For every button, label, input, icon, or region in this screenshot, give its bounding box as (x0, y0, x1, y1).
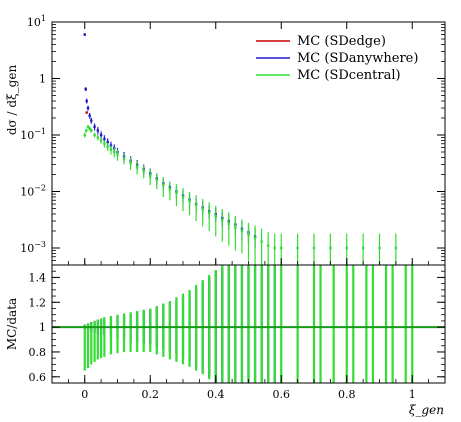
upper-data-point (86, 106, 90, 110)
x-axis-label: ξ_gen (409, 403, 444, 417)
upper-data-point (83, 133, 86, 137)
upper-data-point (90, 119, 93, 122)
lower-y-axis-label: MC/data (5, 298, 19, 350)
upper-data-point (194, 203, 198, 207)
upper-data-point (181, 195, 185, 199)
upper-data-point (142, 169, 145, 173)
upper-data-point (88, 114, 91, 117)
legend-label: MC (SDedge) (297, 34, 386, 49)
x-tick-label: 0.8 (338, 388, 356, 401)
upper-series-2 (83, 125, 398, 265)
upper-data-point (106, 140, 109, 144)
upper-data-point (85, 129, 88, 132)
upper-data-point (273, 246, 276, 250)
upper-data-point (84, 87, 87, 91)
legend-label: MC (SDanywhere) (297, 51, 418, 66)
legend-label: MC (SDcentral) (297, 68, 401, 83)
upper-data-point (168, 187, 172, 191)
upper-data-point (93, 125, 96, 128)
x-tick-label: 0.4 (207, 388, 225, 401)
upper-data-point (260, 240, 263, 243)
upper-data-point (135, 165, 139, 169)
upper-data-point (109, 148, 113, 151)
chart-legend: MC (SDedge) MC (SDanywhere) MC (SDcentral) (256, 34, 418, 83)
upper-data-point (90, 129, 93, 132)
upper-data-point (188, 199, 191, 203)
upper-data-point (175, 191, 178, 194)
upper-data-point (96, 136, 100, 139)
upper-data-point (394, 246, 398, 250)
upper-data-point (86, 125, 90, 128)
upper-data-point (106, 145, 109, 148)
upper-data-point (312, 246, 316, 250)
upper-data-point (296, 246, 299, 250)
upper-data-point (116, 153, 119, 156)
upper-data-point (122, 157, 126, 160)
upper-data-point (234, 226, 237, 229)
upper-data-point (361, 246, 365, 250)
upper-data-point (227, 222, 231, 225)
upper-data-point (149, 174, 152, 177)
upper-data-point (162, 183, 165, 187)
upper-data-point (214, 215, 217, 218)
x-tick-label: 1 (409, 388, 416, 401)
lower-y-tick-label: 1.4 (29, 271, 47, 284)
upper-data-point (99, 133, 103, 137)
upper-data-point (88, 127, 91, 130)
upper-data-point (155, 178, 158, 182)
lower-series-layer (83, 265, 414, 383)
upper-y-axis-label: dσ / dξ_gen (5, 65, 19, 136)
upper-data-point (129, 161, 132, 165)
upper-data-point (93, 133, 96, 137)
upper-data-point (99, 139, 103, 142)
upper-data-point (103, 137, 106, 141)
upper-data-point (253, 236, 257, 240)
upper-data-point (85, 111, 88, 114)
upper-data-point (378, 246, 381, 250)
upper-data-point (240, 229, 244, 233)
lower-y-tick-label: 0.6 (29, 371, 47, 384)
upper-data-point (345, 246, 348, 250)
upper-data-point (96, 129, 100, 132)
lower-panel: 0.6 0.8 1 1.2 1.4 0 0.2 0.4 0.6 0.8 1 MC/data ξ_ge… (5, 261, 446, 417)
upper-y-tick-label: 1 (39, 72, 46, 85)
lower-y-tick-label: 1 (39, 321, 46, 334)
x-tick-label: 0.2 (142, 388, 160, 401)
upper-data-point (329, 246, 332, 250)
upper-data-point (83, 33, 86, 36)
lower-y-tick-label: 1.2 (29, 296, 47, 309)
upper-data-point (85, 99, 88, 103)
upper-series-layer (83, 33, 398, 265)
lower-tick-layer: 0.6 0.8 1 1.2 1.4 0 0.2 0.4 0.6 0.8 1 (29, 261, 445, 401)
upper-data-point (113, 150, 116, 154)
upper-data-point (266, 244, 270, 247)
upper-data-point (103, 142, 106, 145)
upper-data-point (201, 207, 204, 211)
upper-data-point (280, 246, 283, 250)
upper-data-point (247, 233, 250, 237)
upper-data-point (208, 211, 211, 214)
x-tick-label: 0.6 (273, 388, 291, 401)
lower-y-tick-label: 0.8 (29, 346, 47, 359)
x-tick-label: 0 (81, 388, 88, 401)
upper-data-point (221, 219, 224, 222)
